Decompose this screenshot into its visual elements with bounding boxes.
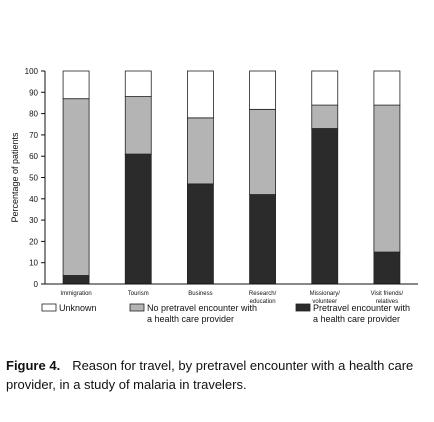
legend-swatch (41, 303, 57, 312)
figure-caption-text: Reason for travel, by pretravel encounte… (6, 358, 414, 392)
bar-segment (62, 275, 90, 285)
stacked-bar-chart: 0 10 20 30 40 50 60 70 80 90 100 Percentage of pati… (10, 67, 418, 324)
x-category-label: Business (188, 291, 212, 297)
legend-swatch (295, 303, 311, 312)
bar-segment (373, 70, 401, 106)
y-tick-label: 100 (25, 67, 39, 76)
legend-label: Pretravel encounter with (313, 303, 410, 313)
bar-segment (249, 108, 276, 195)
y-tick-label: 50 (29, 174, 38, 183)
x-category-label: volunteer (312, 299, 337, 305)
y-axis-title: Percentage of patients (10, 132, 20, 223)
y-tick-label: 10 (29, 259, 38, 268)
bar-segment (311, 128, 339, 285)
x-category-label: Tourism (128, 291, 149, 297)
bar-segment (187, 183, 214, 285)
x-category-label: education (250, 299, 276, 305)
y-tick-label: 60 (29, 152, 38, 161)
bar-segment (311, 70, 339, 106)
bar-segment (373, 104, 401, 253)
y-tick-label: 20 (29, 237, 38, 246)
legend-label: No pretravel encounter with (147, 303, 257, 313)
figure-label: Figure 4. (6, 358, 61, 373)
legend-swatch (129, 303, 145, 312)
bar-segment (187, 70, 214, 119)
x-category-label: relatives (376, 299, 398, 305)
bar-segment (187, 117, 214, 185)
legend-label: Unknown (59, 303, 97, 313)
y-tick-label: 0 (34, 280, 39, 289)
legend-label: a health care provider (313, 314, 400, 324)
bar-segment (311, 104, 339, 129)
y-tick-label: 40 (29, 195, 38, 204)
y-tick-label: 80 (29, 110, 38, 119)
bar-segment (249, 194, 276, 285)
x-category-label: Immigration (60, 291, 91, 297)
x-category-label: Research/ (249, 291, 277, 297)
bar-segment (124, 96, 152, 155)
bar-segment (124, 70, 152, 97)
bar-segment (62, 98, 90, 276)
bar-segment (249, 70, 276, 110)
bar-segment (62, 70, 90, 100)
y-tick-label: 70 (29, 131, 38, 140)
bar-segment (124, 153, 152, 285)
figure-caption: Figure 4. Reason for travel, by pretravel… (6, 356, 426, 394)
legend-label: a health care provider (147, 314, 234, 324)
bar-segment (373, 251, 401, 285)
x-category-label: Visit friends/ (371, 291, 404, 297)
y-tick-label: 30 (29, 216, 38, 225)
x-category-label: Missionary/ (310, 291, 341, 297)
y-tick-label: 90 (29, 88, 38, 97)
